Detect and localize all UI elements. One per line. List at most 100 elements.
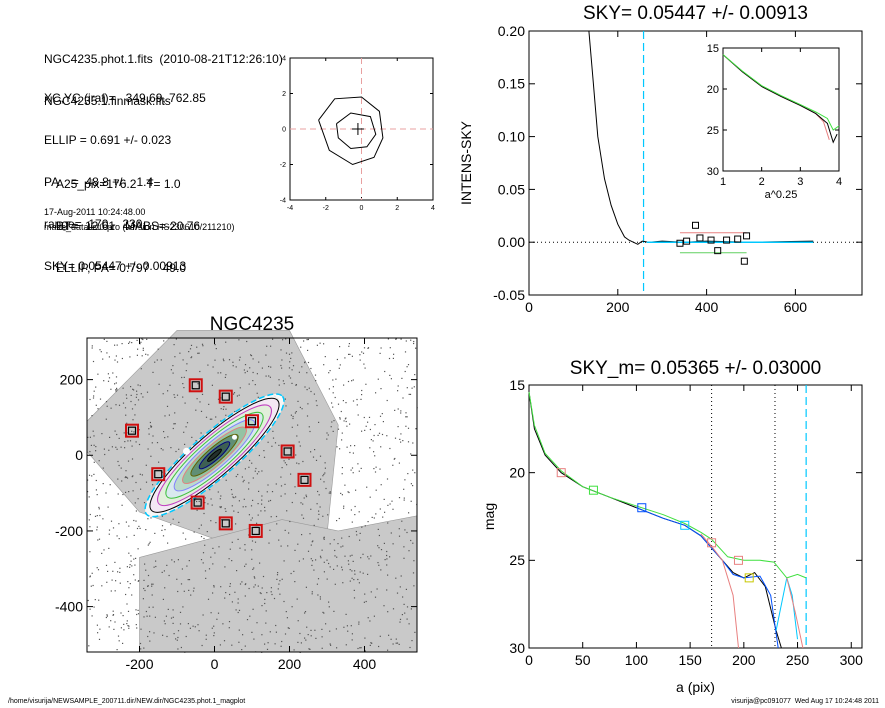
image-noise-pixel (386, 589, 388, 591)
image-noise-pixel (136, 627, 138, 629)
image-noise-pixel (377, 378, 379, 380)
image-noise-pixel (361, 430, 363, 432)
image-noise-pixel (228, 558, 230, 560)
image-noise-pixel (329, 566, 331, 568)
image-noise-pixel (405, 412, 407, 414)
image-noise-pixel (193, 531, 195, 533)
image-noise-pixel (323, 473, 325, 475)
image-noise-pixel (93, 461, 95, 463)
image-noise-pixel (172, 622, 174, 624)
image-noise-pixel (139, 642, 142, 645)
image-noise-pixel (403, 546, 405, 548)
image-noise-pixel (108, 533, 110, 535)
image-noise-pixel (264, 643, 266, 645)
image-noise-pixel (245, 563, 247, 565)
image-noise-pixel (116, 387, 118, 389)
image-noise-pixel (179, 352, 181, 354)
image-noise-pixel (330, 426, 332, 428)
image-noise-pixel (409, 393, 412, 395)
image-noise-pixel (316, 404, 318, 407)
image-noise-pixel (371, 642, 373, 644)
image-noise-pixel (400, 412, 402, 414)
image-noise-pixel (112, 614, 114, 616)
image-noise-pixel (393, 458, 395, 460)
image-noise-pixel (301, 514, 303, 516)
image-noise-pixel (398, 462, 400, 464)
image-noise-pixel (119, 582, 121, 584)
image-noise-pixel (332, 406, 334, 408)
image-noise-pixel (362, 553, 364, 555)
image-noise-pixel (107, 380, 110, 382)
image-noise-pixel (395, 638, 397, 640)
image-noise-pixel (239, 583, 242, 585)
info-line: NGC4235.1.finmask.fits (44, 94, 171, 108)
image-noise-pixel (214, 359, 216, 361)
image-noise-pixel (397, 408, 399, 410)
image-noise-pixel (200, 559, 203, 561)
image-noise-pixel (177, 590, 179, 593)
image-noise-pixel (151, 585, 153, 587)
image-noise-pixel (349, 423, 351, 425)
image-noise-pixel (117, 571, 119, 573)
image-noise-pixel (311, 541, 313, 543)
image-noise-pixel (231, 505, 233, 507)
y-tick-label: 0.10 (498, 129, 525, 145)
image-noise-pixel (137, 399, 140, 401)
image-noise-pixel (106, 340, 108, 342)
image-noise-pixel (122, 402, 125, 404)
image-noise-pixel (158, 383, 160, 385)
image-noise-pixel (250, 519, 252, 521)
image-noise-pixel (112, 614, 115, 616)
mag-marker (588, 485, 598, 495)
image-noise-pixel (154, 532, 156, 534)
image-noise-pixel (210, 498, 212, 500)
x-tick-label: 0 (525, 299, 533, 315)
image-noise-pixel (88, 645, 90, 647)
image-noise-pixel (372, 440, 374, 442)
image-noise-pixel (196, 500, 198, 503)
image-noise-pixel (306, 372, 308, 374)
image-noise-pixel (276, 523, 278, 525)
image-noise-pixel (150, 426, 152, 428)
image-noise-pixel (297, 400, 299, 402)
sky-box-marker (297, 472, 312, 487)
image-noise-pixel (251, 631, 253, 633)
image-noise-pixel (274, 442, 277, 444)
image-noise-pixel (271, 593, 273, 596)
image-noise-pixel (238, 641, 240, 643)
image-noise-pixel (152, 484, 154, 486)
image-noise-pixel (354, 445, 356, 447)
image-noise-pixel (101, 433, 103, 435)
image-noise-pixel (373, 615, 375, 617)
image-noise-pixel (268, 500, 270, 502)
image-noise-pixel (381, 413, 383, 415)
image-noise-pixel (97, 373, 99, 375)
image-noise-pixel (136, 354, 138, 356)
y-tick-label: 30 (509, 640, 525, 656)
image-noise-pixel (129, 356, 131, 358)
image-noise-pixel (140, 368, 142, 370)
image-noise-pixel (268, 375, 270, 377)
image-noise-pixel (154, 616, 156, 618)
image-noise-pixel (340, 546, 342, 548)
image-noise-pixel (339, 448, 341, 450)
x-tick-label: 200 (732, 652, 756, 668)
image-noise-pixel (137, 580, 139, 582)
image-noise-pixel (238, 359, 241, 361)
image-noise-pixel (351, 467, 354, 469)
image-noise-pixel (237, 598, 239, 600)
image-noise-pixel (117, 478, 119, 480)
y-tick-label: -0.05 (493, 287, 525, 303)
image-noise-pixel (198, 630, 200, 632)
image-noise-pixel (134, 404, 136, 406)
image-noise-pixel (341, 467, 343, 469)
image-noise-pixel (173, 633, 175, 635)
image-noise-pixel (392, 357, 394, 359)
image-noise-pixel (356, 404, 358, 406)
image-noise-pixel (329, 643, 331, 645)
image-noise-pixel (324, 356, 326, 358)
image-noise-pixel (182, 383, 184, 385)
image-noise-pixel (287, 627, 289, 629)
image-noise-pixel (343, 384, 345, 386)
image-noise-pixel (96, 624, 98, 626)
